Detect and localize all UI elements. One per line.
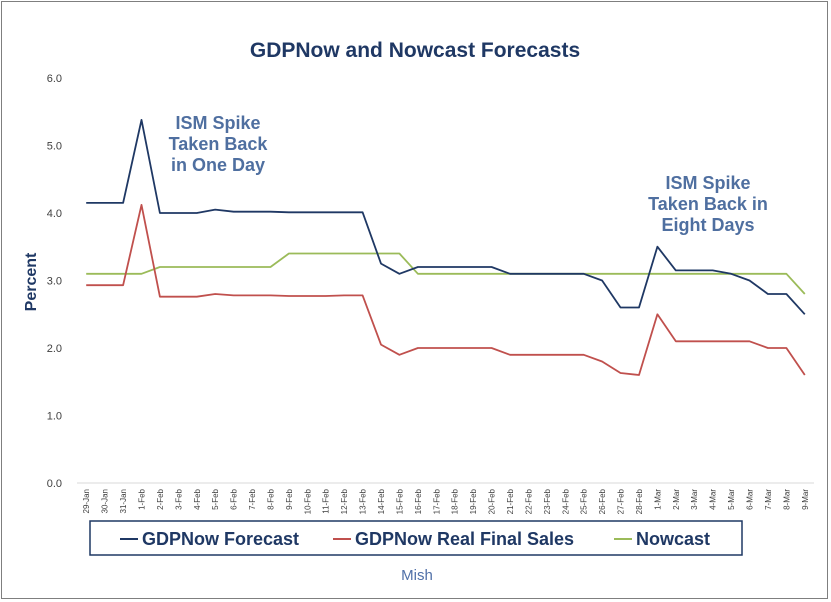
x-tick-label: 7-Mar — [764, 489, 773, 510]
legend-box — [89, 520, 743, 556]
y-tick-label: 0.0 — [47, 478, 62, 490]
x-tick-label: 1-Feb — [137, 488, 146, 509]
y-tick-label: 1.0 — [47, 411, 62, 423]
annotation-line: in One Day — [171, 155, 265, 175]
x-tick-label: 31-Jan — [119, 489, 128, 513]
annotation-text: ISM Spike Taken Back in Eight Days — [648, 173, 768, 235]
x-tick-label: 21-Feb — [506, 488, 515, 514]
x-tick-label: 12-Feb — [340, 488, 349, 514]
x-tick-label: 11-Feb — [322, 488, 331, 513]
annotation-line: Taken Back in — [648, 194, 768, 214]
x-tick-label: 13-Feb — [359, 488, 368, 514]
x-tick-label: 25-Feb — [580, 488, 589, 514]
annotation-line: Eight Days — [661, 215, 754, 235]
series-line-gdpnow-forecast — [86, 119, 806, 315]
x-tick-label: 2-Feb — [156, 488, 165, 509]
x-tick-label: 16-Feb — [414, 488, 423, 514]
x-tick-label: 3-Mar — [690, 489, 699, 510]
y-tick-label: 2.0 — [47, 343, 62, 355]
x-tick-label: 18-Feb — [451, 488, 460, 514]
legend: GDPNow Forecast GDPNow Real Final Sales No… — [120, 529, 710, 549]
chart-title: GDPNow and Nowcast Forecasts — [250, 39, 580, 62]
x-tick-label: 29-Jan — [82, 489, 91, 513]
x-tick-label: 23-Feb — [543, 488, 552, 514]
annotation-line: ISM Spike — [665, 173, 750, 193]
y-tick-label: 6.0 — [47, 73, 62, 85]
x-tick-label: 6-Feb — [230, 488, 239, 509]
x-tick-label: 30-Jan — [101, 489, 110, 513]
x-tick-label: 8-Feb — [266, 488, 275, 509]
x-tick-label: 8-Mar — [782, 489, 791, 510]
x-tick-label: 5-Mar — [727, 489, 736, 510]
annotation-line: Taken Back — [169, 134, 269, 154]
x-tick-label: 27-Feb — [617, 488, 626, 514]
legend-label: GDPNow Forecast — [142, 529, 299, 549]
annotation-line: ISM Spike — [175, 113, 260, 133]
x-tick-label: 10-Feb — [303, 488, 312, 514]
x-tick-label: 5-Feb — [211, 488, 220, 509]
x-tick-label: 6-Mar — [746, 489, 755, 510]
x-tick-label: 2-Mar — [672, 489, 681, 510]
x-tick-label: 4-Mar — [709, 489, 718, 510]
y-tick-label: 4.0 — [47, 208, 62, 220]
x-tick-label: 24-Feb — [561, 488, 570, 514]
x-tick-label: 20-Feb — [488, 488, 497, 514]
legend-label: Nowcast — [636, 529, 710, 549]
x-tick-label: 9-Feb — [285, 488, 294, 509]
x-tick-label: 7-Feb — [248, 488, 257, 509]
x-tick-label: 9-Mar — [801, 489, 810, 510]
y-tick-group: 0.0 1.0 2.0 3.0 4.0 5.0 6.0 — [47, 73, 62, 490]
series-group — [86, 119, 806, 376]
y-tick-label: 5.0 — [47, 141, 62, 153]
x-tick-label: 1-Mar — [653, 489, 662, 510]
legend-label: GDPNow Real Final Sales — [355, 529, 574, 549]
x-tick-group: 29-Jan 30-Jan 31-Jan 1-Feb 2-Feb 3-Feb 4-Feb 5-… — [82, 488, 810, 514]
y-axis-label: Percent — [23, 252, 40, 311]
series-line-gdpnow-real-final-sales — [86, 203, 806, 376]
x-axis-label: Mish — [401, 567, 433, 584]
x-tick-label: 28-Feb — [635, 488, 644, 514]
y-tick-label: 3.0 — [47, 276, 62, 288]
x-tick-label: 22-Feb — [524, 488, 533, 514]
x-tick-label: 17-Feb — [432, 488, 441, 514]
x-tick-label: 4-Feb — [193, 488, 202, 509]
x-tick-label: 26-Feb — [598, 488, 607, 514]
x-tick-label: 14-Feb — [377, 488, 386, 514]
annotation-text: ISM Spike Taken Back in One Day — [169, 113, 269, 175]
series-line-nowcast — [86, 252, 806, 295]
x-tick-label: 19-Feb — [469, 488, 478, 514]
x-tick-label: 15-Feb — [395, 488, 404, 514]
x-tick-label: 3-Feb — [174, 488, 183, 509]
